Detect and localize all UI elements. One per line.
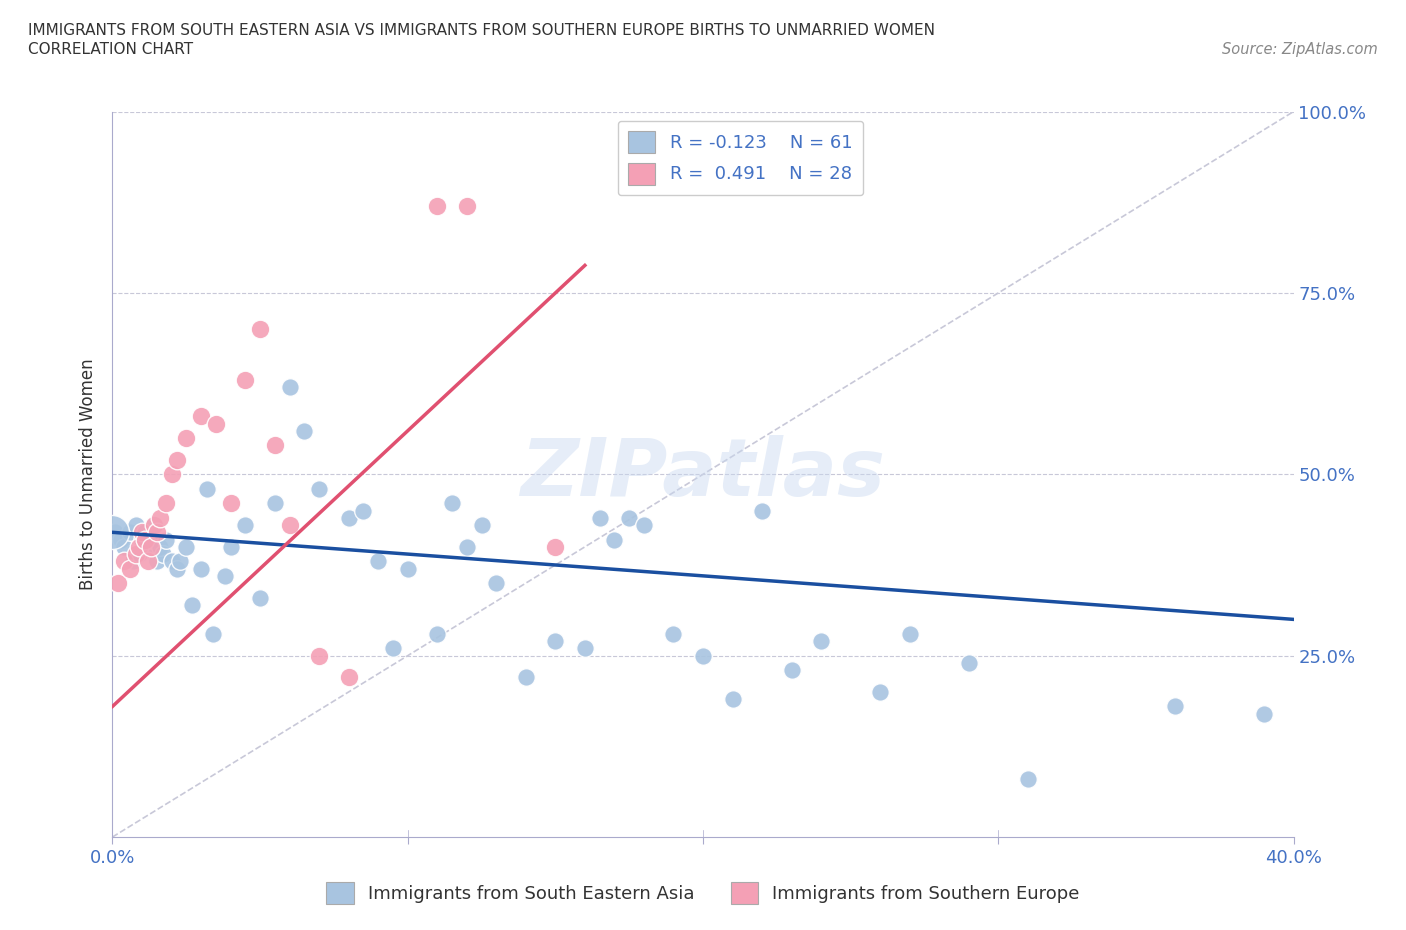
Point — [181, 597, 204, 612]
Point — [201, 627, 224, 642]
Point — [214, 568, 236, 583]
Point — [136, 539, 159, 554]
Point — [292, 423, 315, 438]
Point — [396, 561, 419, 576]
Y-axis label: Births to Unmarried Women: Births to Unmarried Women — [79, 358, 97, 591]
Point — [898, 627, 921, 642]
Point — [485, 576, 508, 591]
Point — [155, 496, 177, 511]
Point — [367, 554, 389, 569]
Point — [278, 379, 301, 394]
Point — [160, 467, 183, 482]
Point — [456, 539, 478, 554]
Point — [142, 518, 165, 533]
Point — [382, 641, 405, 656]
Point — [149, 539, 172, 554]
Point — [190, 409, 212, 424]
Point — [264, 496, 287, 511]
Point — [219, 496, 242, 511]
Point — [721, 692, 744, 707]
Point — [810, 633, 832, 648]
Text: CORRELATION CHART: CORRELATION CHART — [28, 42, 193, 57]
Point — [125, 547, 148, 562]
Point — [131, 525, 153, 539]
Point — [957, 656, 980, 671]
Point — [603, 532, 626, 547]
Point — [169, 554, 191, 569]
Point — [139, 532, 162, 547]
Point — [1164, 699, 1187, 714]
Point — [134, 525, 156, 539]
Point — [869, 684, 891, 699]
Point — [249, 591, 271, 605]
Point — [278, 518, 301, 533]
Point — [139, 539, 162, 554]
Point — [1017, 772, 1039, 787]
Text: Source: ZipAtlas.com: Source: ZipAtlas.com — [1222, 42, 1378, 57]
Point — [174, 539, 197, 554]
Point — [104, 525, 127, 539]
Point — [352, 503, 374, 518]
Point — [219, 539, 242, 554]
Point — [426, 198, 449, 213]
Point — [101, 525, 124, 539]
Point — [633, 518, 655, 533]
Point — [337, 670, 360, 684]
Point — [142, 518, 165, 533]
Point — [470, 518, 494, 533]
Point — [515, 670, 537, 684]
Point — [441, 496, 464, 511]
Point — [205, 416, 228, 431]
Legend: Immigrants from South Eastern Asia, Immigrants from Southern Europe: Immigrants from South Eastern Asia, Immi… — [319, 875, 1087, 911]
Point — [264, 438, 287, 453]
Point — [110, 532, 132, 547]
Point — [128, 539, 150, 554]
Point — [152, 547, 174, 562]
Point — [308, 648, 330, 663]
Point — [120, 525, 142, 539]
Point — [544, 539, 567, 554]
Point — [136, 554, 159, 569]
Point — [160, 554, 183, 569]
Point — [149, 511, 172, 525]
Point — [107, 576, 129, 591]
Point — [146, 525, 169, 539]
Point — [112, 539, 135, 554]
Point — [544, 633, 567, 648]
Point — [146, 554, 169, 569]
Point — [308, 482, 330, 497]
Point — [249, 322, 271, 337]
Point — [155, 532, 177, 547]
Point — [1253, 706, 1275, 721]
Legend: R = -0.123    N = 61, R =  0.491    N = 28: R = -0.123 N = 61, R = 0.491 N = 28 — [617, 121, 863, 195]
Point — [780, 663, 803, 678]
Point — [588, 511, 610, 525]
Text: ZIPatlas: ZIPatlas — [520, 435, 886, 513]
Text: IMMIGRANTS FROM SOUTH EASTERN ASIA VS IMMIGRANTS FROM SOUTHERN EUROPE BIRTHS TO : IMMIGRANTS FROM SOUTH EASTERN ASIA VS IM… — [28, 23, 935, 38]
Point — [233, 518, 256, 533]
Point — [128, 547, 150, 562]
Point — [574, 641, 596, 656]
Point — [195, 482, 218, 497]
Point — [131, 532, 153, 547]
Point — [112, 554, 135, 569]
Point — [174, 431, 197, 445]
Point — [692, 648, 714, 663]
Point — [122, 554, 145, 569]
Point — [134, 532, 156, 547]
Point — [120, 561, 142, 576]
Point — [166, 561, 188, 576]
Point — [456, 198, 478, 213]
Point — [426, 627, 449, 642]
Point — [190, 561, 212, 576]
Point — [662, 627, 685, 642]
Point — [619, 511, 641, 525]
Point — [751, 503, 773, 518]
Point — [233, 373, 256, 388]
Point — [125, 518, 148, 533]
Point — [337, 511, 360, 525]
Point — [166, 452, 188, 467]
